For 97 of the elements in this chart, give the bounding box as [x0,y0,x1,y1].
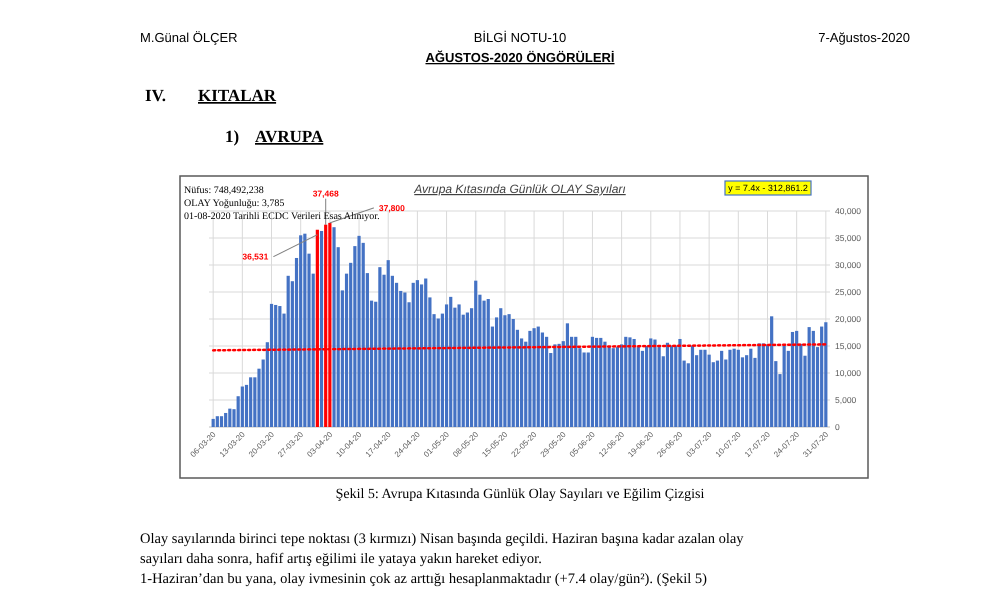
text: AVRUPA [255,127,324,146]
text: sayıları daha sonra, hafif artış eğilimi ile yataya yakın hareket ediyor. [140,551,542,567]
bar [286,276,290,427]
bar [728,350,732,427]
bar [732,348,736,427]
annotation: 36,531 [242,252,269,262]
text: 1-Haziran’dan bu yana, olay ivmesinin çok az arttığı hesaplanmaktadır (+7.4 olay/gün²). (Şekil 5) [140,571,708,587]
bar [507,314,511,427]
bar [690,345,694,427]
annotation: 37,468 [312,188,339,199]
bar [649,338,652,427]
bar [416,280,419,427]
bar [532,328,536,427]
bar [720,350,724,427]
bar [624,336,628,427]
bar [808,327,811,427]
y-tick-label: 0 [835,422,840,432]
y-tick-label: 15,000 [835,341,862,351]
bar [612,348,615,427]
bar [590,336,594,427]
bar [449,296,452,427]
bar [544,336,548,427]
text: Olay sayılarında birinci tepe noktası (3 kırmızı) Nisan başında geçildi. Haziran başına kadar azalan olay [140,531,744,547]
bar [574,336,578,427]
bar [736,350,740,427]
y-tick-label: 5,000 [835,395,857,405]
bar [212,418,215,427]
bar [703,350,707,427]
bar [653,340,657,427]
bar [499,308,502,427]
bar [424,278,428,427]
bar [582,352,586,427]
bar [824,322,828,427]
bar [320,230,324,427]
bar [278,306,282,427]
text: IV. [145,86,166,105]
bar [782,344,786,427]
bar [240,386,244,427]
text: 7-Ağustos-2020 [818,30,910,45]
bar [566,323,570,427]
y-tick-label: 30,000 [835,260,862,270]
text: M.Günal ÖLÇER [140,30,238,45]
bar [628,337,632,427]
text: BİLGİ NOTU-10 [474,30,566,45]
chart-title: Avrupa Kıtasında Günlük OLAY Sayıları [413,182,626,196]
y-tick-label: 25,000 [835,287,862,297]
bar [599,338,602,427]
bar [749,348,752,427]
bar [790,332,794,427]
bar [528,330,532,427]
bar [249,377,252,427]
bar [270,304,274,427]
bar [758,343,761,427]
bar [616,347,620,427]
bar [762,343,765,427]
text: 1) [225,127,240,146]
bar [299,235,302,427]
bar [412,282,415,427]
annotation: 01-08-2020 Tarihli ECDC Verileri Esas Alınıyor. [184,211,380,222]
bar [678,338,682,427]
bar [632,338,636,427]
y-tick-label: 35,000 [835,233,862,243]
bar [699,350,702,427]
bar [224,412,228,427]
bar [553,344,557,427]
bar [536,326,540,427]
bar [228,408,232,427]
bar [603,342,607,427]
text: y = 7.4x - 312,861.2 [728,183,808,193]
bar [486,299,490,427]
bar [595,338,598,427]
bar [670,345,674,427]
bar [303,234,306,427]
y-tick-label: 20,000 [835,314,862,324]
bar [216,416,219,427]
text: KITALAR [198,86,277,105]
bar [220,416,224,427]
bar [770,316,774,427]
bar [457,304,461,427]
bar [386,260,390,427]
bar [795,330,798,427]
y-tick-label: 40,000 [835,206,862,216]
text: Nüfus: 748,492,238 [184,185,264,196]
annotation: 37,800 [378,202,406,213]
bar [666,342,670,427]
bar [274,304,278,427]
bar [812,330,815,427]
bar [332,227,336,427]
bar [403,292,406,427]
bar [378,267,382,427]
bar [357,236,361,427]
bar [557,344,561,427]
text: Şekil 5: Avrupa Kıtasında Günlük Olay Sayıları ve Eğilim Çizgisi [336,487,704,502]
text: OLAY Yoğunluğu: 3,785 [184,198,284,209]
y-tick-label: 10,000 [835,368,862,378]
text: AĞUSTOS-2020 ÖNGÖRÜLERİ [425,50,615,65]
bar [474,280,478,427]
